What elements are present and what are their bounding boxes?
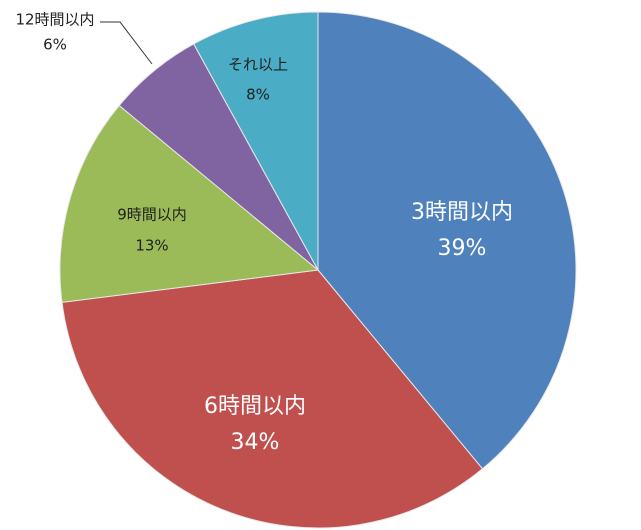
- slice-label: それ以上: [228, 56, 288, 74]
- slice-value-label: 13%: [135, 237, 168, 255]
- pie-slice: [193, 11, 319, 271]
- slice-label: 9時間以内: [117, 206, 187, 224]
- leader-line: [100, 21, 153, 65]
- pie-slice: [59, 104, 320, 303]
- slice-label: 3時間以内: [411, 200, 513, 225]
- slice-value-label: 8%: [246, 86, 270, 104]
- slice-value-label: 6%: [43, 36, 67, 54]
- pie-slice: [61, 269, 484, 529]
- slice-value-label: 34%: [231, 430, 280, 455]
- slice-label: 6時間以内: [204, 394, 306, 419]
- slice-value-label: 39%: [438, 236, 487, 261]
- slice-label: 12時間以内: [15, 11, 94, 29]
- pie-slice: [317, 11, 577, 470]
